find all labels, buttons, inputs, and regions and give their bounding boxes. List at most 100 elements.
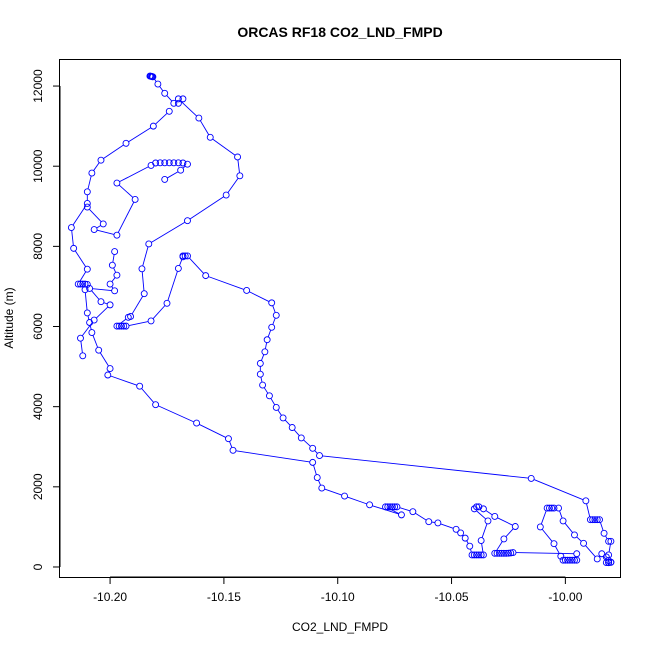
data-point xyxy=(548,504,556,512)
series-segment xyxy=(111,277,116,282)
x-axis-label: CO2_LND_FMPD xyxy=(292,620,388,634)
series-segment xyxy=(237,159,240,173)
data-point xyxy=(234,153,242,161)
data-point xyxy=(602,559,610,567)
data-point xyxy=(115,322,123,330)
series-2 xyxy=(174,95,187,107)
data-point xyxy=(225,435,232,443)
data-point xyxy=(184,217,191,225)
series-segment xyxy=(141,388,154,403)
series-segment xyxy=(142,246,149,267)
data-point xyxy=(475,503,483,511)
data-point xyxy=(607,558,615,566)
data-point xyxy=(90,226,98,233)
data-point xyxy=(179,159,187,167)
series-segment xyxy=(103,302,108,305)
data-point xyxy=(557,552,565,560)
y-tick-label: 12000 xyxy=(31,69,45,103)
series-segment xyxy=(80,341,83,353)
data-point xyxy=(113,322,121,330)
series-layer xyxy=(67,72,615,567)
series-segment xyxy=(158,405,195,423)
series-segment xyxy=(541,528,553,542)
data-point xyxy=(543,504,551,512)
data-point xyxy=(83,200,91,207)
data-point xyxy=(409,508,417,516)
data-point xyxy=(174,95,182,103)
series-segment xyxy=(199,424,226,438)
data-point xyxy=(165,159,173,167)
chart-title: ORCAS RF18 CO2_LND_FMPD xyxy=(237,24,442,40)
series-segment xyxy=(324,488,342,496)
data-point xyxy=(106,280,114,288)
series-segment xyxy=(585,545,596,558)
data-point xyxy=(491,549,499,557)
series-segment xyxy=(263,387,269,394)
data-point xyxy=(108,261,116,269)
series-1 xyxy=(67,72,615,567)
series-segment xyxy=(110,375,137,386)
data-point xyxy=(113,179,121,187)
data-point xyxy=(193,419,201,427)
data-point xyxy=(268,299,276,307)
y-tick-label: 2000 xyxy=(31,473,45,500)
data-point xyxy=(309,458,317,466)
data-point xyxy=(83,203,91,211)
data-point xyxy=(140,290,148,298)
data-point xyxy=(179,95,187,103)
series-segment xyxy=(284,419,291,426)
data-point xyxy=(97,298,105,306)
data-point xyxy=(468,551,476,559)
series-segment xyxy=(605,535,608,539)
series-segment xyxy=(119,166,149,183)
series-segment xyxy=(235,450,310,463)
data-point xyxy=(384,503,392,511)
series-segment xyxy=(586,503,591,517)
series-segment xyxy=(179,259,183,266)
data-point xyxy=(243,286,251,294)
series-segment xyxy=(496,541,503,552)
series-segment xyxy=(470,548,472,553)
series-segment xyxy=(113,267,117,273)
data-point xyxy=(461,534,469,542)
data-point xyxy=(206,133,214,141)
data-point xyxy=(318,484,326,492)
data-point xyxy=(550,540,558,548)
data-point xyxy=(309,444,317,452)
data-point xyxy=(341,492,349,500)
data-point xyxy=(509,549,517,557)
series-segment xyxy=(84,292,88,310)
data-point xyxy=(582,497,590,505)
series-segment xyxy=(540,510,547,525)
data-point xyxy=(272,404,280,411)
data-point xyxy=(605,559,613,567)
data-point xyxy=(174,264,182,272)
data-point xyxy=(122,139,130,147)
data-point xyxy=(564,556,572,564)
series-segment xyxy=(440,523,454,529)
data-point xyxy=(466,542,474,550)
data-point xyxy=(600,529,608,537)
series-segment xyxy=(608,544,611,553)
data-point xyxy=(452,525,460,533)
series-segment xyxy=(208,276,244,290)
series-segment xyxy=(151,221,186,243)
data-point xyxy=(184,252,191,260)
data-point xyxy=(586,516,594,524)
series-4 xyxy=(77,248,121,360)
data-point xyxy=(120,322,128,330)
data-point xyxy=(479,551,487,559)
data-point xyxy=(259,381,267,389)
series-segment xyxy=(267,329,272,338)
series-segment xyxy=(92,335,99,348)
data-point xyxy=(477,551,485,559)
series-segment xyxy=(481,523,488,538)
series-segment xyxy=(74,250,87,267)
data-point xyxy=(170,99,178,107)
series-segment xyxy=(576,536,582,542)
series-segment xyxy=(112,254,115,263)
data-point xyxy=(470,551,478,559)
data-point xyxy=(106,301,114,309)
series-segment xyxy=(167,271,178,301)
series-segment xyxy=(564,522,573,533)
